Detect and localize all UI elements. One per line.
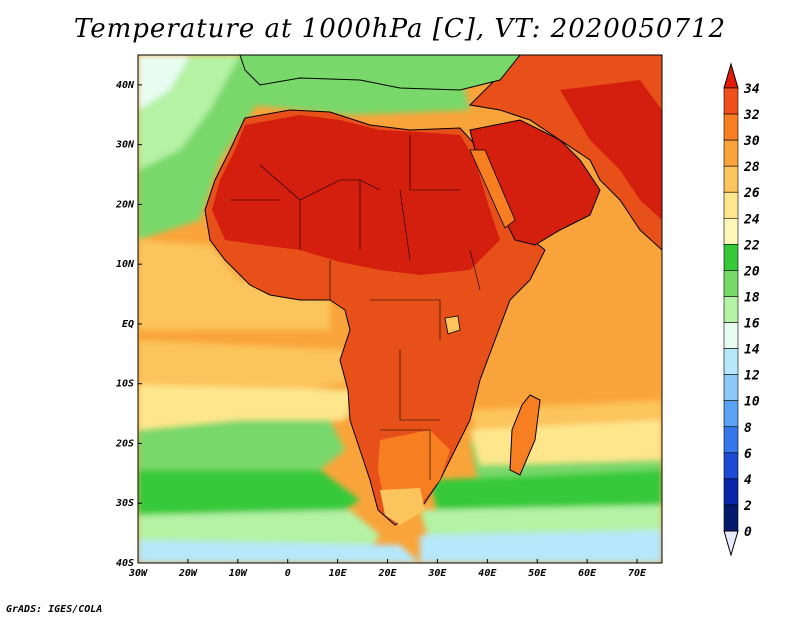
y-tick-label: 30S [115,498,134,509]
y-tick-label: 40N [116,80,135,91]
x-tick-label: 10W [229,568,248,579]
y-tick-label: 30N [115,140,135,151]
x-tick-label: 50E [528,568,547,579]
colorbar-label: 18 [744,290,760,305]
asia-hot [560,80,662,220]
colorbar-label: 22 [743,238,760,253]
colorbar-segment [723,322,739,349]
y-axis: 40N 30N 20N 10N EQ 10S 20S 30S 40S [115,80,142,569]
colorbar-max-arrow [723,62,739,89]
colorbar-segment [723,478,739,506]
colorbar-segment [723,244,739,271]
colorbar-segment [723,270,739,297]
colorbar-label: 10 [744,395,760,410]
colorbar-segment [723,191,739,219]
colorbar-label: 32 [743,108,760,123]
country-borders [230,135,481,480]
colorbar-segment [723,504,739,532]
colorbar-label: 6 [744,447,752,462]
colorbar-segment [723,113,739,141]
chart-title: Temperature at 1000hPa [C], VT: 20200507… [73,14,727,44]
x-tick-label: 70E [628,568,647,579]
x-tick-label: 20W [178,568,198,579]
colorbar-label: 34 [743,82,760,97]
y-tick-label: 10S [116,379,134,390]
red-sea [469,149,516,229]
africa-land [204,55,662,526]
x-tick-label: 0 [285,568,291,579]
x-tick-label: 40E [478,568,497,579]
colorbar-segment [723,452,739,480]
x-tick-label: 20E [377,568,397,579]
colorbar-min-arrow [723,530,739,557]
x-tick-label: 30E [427,568,447,579]
x-tick-label: 10E [329,568,348,579]
colorbar-label: 30 [743,134,760,149]
colorbar-segment [723,426,739,454]
footer-credit: GrADS: IGES/COLA [6,604,103,615]
y-tick-label: 10N [116,259,135,270]
y-tick-label: 20S [115,438,134,449]
colorbar-label: 2 [743,499,752,514]
colorbar-label: 0 [744,525,752,540]
madagascar [509,394,541,476]
colorbar-label: 16 [744,317,760,332]
plot-frame [137,54,663,564]
x-axis: 30W 20W 10W 0 10E 20E 30E 40E 50E 60E 70E [128,559,647,579]
colorbar-segment [723,296,739,323]
colorbar-label: 8 [744,421,752,436]
x-tick-label: 60E [578,568,597,579]
europe-land [239,55,521,91]
y-tick-label: 40S [116,558,134,569]
colorbar-label: 24 [743,212,760,227]
colorbar-segment [723,348,739,375]
colorbar-label: 26 [743,186,760,201]
colorbar-segment [723,217,739,245]
lake-victoria [444,315,461,335]
colorbar-segment [723,87,739,115]
x-tick-label: 30W [128,568,148,579]
colorbar-label: 4 [744,473,752,488]
colorbar-segment [723,139,739,167]
colorbar-segment [723,400,739,428]
colorbar-label: 14 [744,343,760,358]
colorbar-label: 12 [744,369,760,384]
y-tick-label: 20N [115,199,135,210]
colorbar-segment [723,165,739,193]
sahara-hottest [212,115,500,275]
colorbar-label: 28 [743,160,760,175]
y-tick-label: EQ [122,319,134,330]
colorbar-label: 20 [743,264,760,279]
plot-area [138,55,662,563]
cape-warm [380,488,425,525]
colorbar-segment [723,374,739,402]
